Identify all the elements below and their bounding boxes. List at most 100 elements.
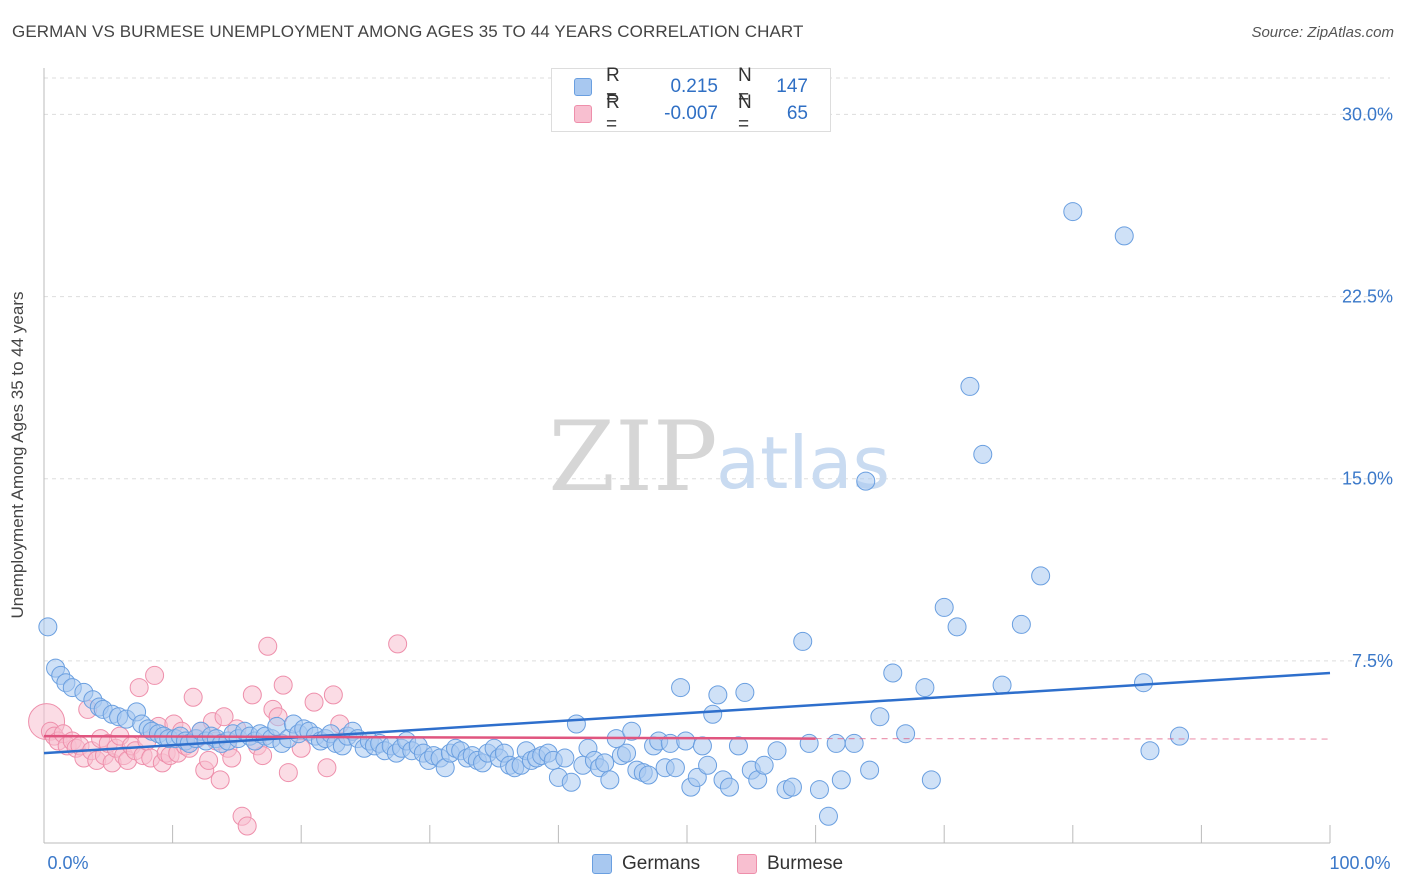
german-point xyxy=(671,678,691,698)
german-point xyxy=(561,772,581,792)
german-point xyxy=(622,721,642,741)
german-point xyxy=(1134,673,1154,693)
legend-n-label: N = xyxy=(738,65,752,108)
burmese-point xyxy=(388,634,408,654)
burmese-point xyxy=(253,746,273,766)
german-point xyxy=(960,376,980,396)
german-point xyxy=(844,733,864,753)
german-point xyxy=(767,741,787,761)
burmese-legend-label: Burmese xyxy=(767,853,844,874)
series-legend: Germans Burmese xyxy=(0,853,1406,877)
grid-lines xyxy=(44,77,1390,662)
german-point xyxy=(793,631,813,651)
burmese-point xyxy=(323,685,343,705)
german-point xyxy=(600,770,620,790)
german-point xyxy=(38,617,58,637)
german-point xyxy=(703,704,723,724)
germans-trend-line xyxy=(43,671,1331,755)
legend-row-germans: R = 0.215 N = 147 xyxy=(574,65,808,108)
german-point xyxy=(665,758,685,778)
german-point xyxy=(687,767,707,787)
burmese-point xyxy=(210,770,230,790)
burmese-point xyxy=(278,763,298,783)
x-tick-label-max: 100.0% xyxy=(1329,853,1390,873)
german-point xyxy=(1011,614,1031,634)
german-point xyxy=(921,770,941,790)
y-axis-label-wrap: Unemployment Among Ages 35 to 44 years xyxy=(8,128,28,619)
german-point xyxy=(719,777,739,797)
german-point xyxy=(754,755,774,775)
german-point xyxy=(595,753,615,773)
y-tick-label: 15.0% xyxy=(1342,469,1393,489)
german-point xyxy=(883,663,903,683)
germans-legend-swatch xyxy=(592,854,612,874)
legend-r-label: R = xyxy=(606,92,620,135)
german-point xyxy=(638,765,658,785)
german-point xyxy=(818,806,838,826)
legend-r-label: R = xyxy=(606,65,620,108)
burmese-point xyxy=(129,678,149,698)
burmese-point xyxy=(273,675,293,695)
tick-labels: 7.5% 15.0% 22.5% 30.0% 0.0% 100.0% xyxy=(47,104,1393,873)
y-axis-label: Unemployment Among Ages 35 to 44 years xyxy=(8,291,27,619)
german-points xyxy=(38,202,1190,826)
watermark-atlas: atlas xyxy=(716,421,890,505)
correlation-legend: R = 0.215 N = 147 R = -0.007 N = 65 xyxy=(551,65,831,135)
legend-n-value: 65 xyxy=(786,103,808,124)
burmese-trend-line xyxy=(43,734,816,740)
burmese-point xyxy=(242,685,262,705)
german-point xyxy=(1170,726,1190,746)
legend-item-germans: Germans xyxy=(592,853,700,875)
burmese-point xyxy=(317,758,337,778)
german-point xyxy=(915,678,935,698)
german-point xyxy=(782,777,802,797)
source-label: Source: ZipAtlas.com xyxy=(1251,24,1394,41)
german-point xyxy=(728,736,748,756)
burmese-point xyxy=(237,816,257,836)
burmese-point xyxy=(183,687,203,707)
legend-r-value: 0.215 xyxy=(670,76,718,97)
german-point xyxy=(1140,741,1160,761)
chart-title: GERMAN VS BURMESE UNEMPLOYMENT AMONG AGE… xyxy=(12,22,804,41)
burmese-legend-swatch xyxy=(737,854,757,874)
legend-row-burmese: R = -0.007 N = 65 xyxy=(574,92,808,135)
legend-r-value: -0.007 xyxy=(664,103,718,124)
german-point xyxy=(692,736,712,756)
burmese-point xyxy=(304,692,324,712)
legend-n-label: N = xyxy=(738,92,752,135)
trend-lines xyxy=(43,671,1331,755)
german-point xyxy=(555,748,575,768)
german-point xyxy=(896,724,916,744)
german-point xyxy=(826,733,846,753)
legend-item-burmese: Burmese xyxy=(737,853,843,875)
german-point xyxy=(799,733,819,753)
german-point xyxy=(947,617,967,637)
germans-legend-label: Germans xyxy=(622,853,701,874)
german-point xyxy=(1114,226,1134,246)
german-point xyxy=(566,714,586,734)
burmese-swatch xyxy=(574,105,592,123)
german-point xyxy=(1031,566,1051,586)
germans-swatch xyxy=(574,78,592,96)
german-point xyxy=(676,731,696,751)
watermark-zip: ZIP xyxy=(548,401,717,513)
german-point xyxy=(934,597,954,617)
x-tick-label-min: 0.0% xyxy=(47,853,88,873)
burmese-point xyxy=(199,750,219,770)
german-point xyxy=(809,780,829,800)
burmese-point xyxy=(145,665,165,685)
y-tick-label: 7.5% xyxy=(1352,651,1393,671)
watermark: ZIP atlas xyxy=(548,401,890,513)
german-point xyxy=(708,685,728,705)
burmese-point xyxy=(258,636,278,656)
y-tick-label: 30.0% xyxy=(1342,104,1393,124)
german-point xyxy=(617,743,637,763)
german-point xyxy=(860,760,880,780)
legend-n-value: 147 xyxy=(776,76,808,97)
german-point xyxy=(856,471,876,491)
german-point xyxy=(831,770,851,790)
german-point xyxy=(1063,202,1083,222)
german-point xyxy=(735,682,755,702)
burmese-point xyxy=(214,707,234,727)
